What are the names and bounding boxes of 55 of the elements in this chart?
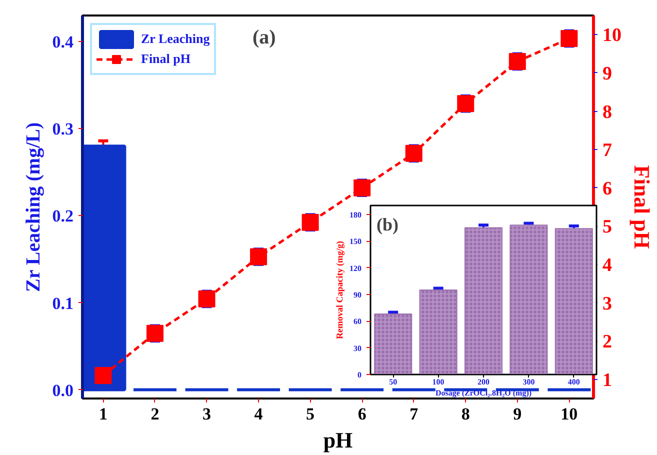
annotation: (b) xyxy=(376,214,399,234)
y-axis-title: Removal Capacity (mg/g) xyxy=(334,241,344,339)
y-tick-label: 0.0 xyxy=(52,380,74,400)
y-tick-label: 90 xyxy=(354,290,362,300)
y2-tick-label: 5 xyxy=(602,216,612,238)
legend-label: Zr Leaching xyxy=(141,31,210,47)
y2-tick-label: 9 xyxy=(602,63,612,84)
x-tick-label: 50 xyxy=(389,378,398,386)
y-tick-label: 0 xyxy=(358,370,362,380)
point xyxy=(354,179,371,196)
y2-tick-label: 10 xyxy=(602,25,622,46)
y2-tick-label: 7 xyxy=(602,140,612,162)
y-tick-label: 120 xyxy=(350,264,362,273)
x-tick-label: 6 xyxy=(358,404,366,424)
y2-axis-title: Final pH xyxy=(630,165,654,249)
y-tick-label: 0.1 xyxy=(52,294,74,313)
y2-tick-label: 3 xyxy=(602,293,612,314)
point xyxy=(198,290,216,308)
y-tick-label: 0.3 xyxy=(52,120,74,139)
point xyxy=(94,367,112,384)
x-tick-label: 200 xyxy=(478,378,490,386)
y2-tick-label: 8 xyxy=(602,102,612,123)
y-tick-label: 60 xyxy=(354,317,362,326)
x-tick-label: 10 xyxy=(560,404,578,424)
point xyxy=(146,324,164,342)
x-tick-label: 8 xyxy=(461,404,470,424)
y-axis-title: Zr Leaching (mg/L) xyxy=(22,122,44,292)
x-tick-label: 300 xyxy=(522,378,535,386)
point xyxy=(405,144,422,162)
x-axis-title: pH xyxy=(323,428,353,452)
x-tick-label: 3 xyxy=(202,404,212,424)
x-tick-label: 100 xyxy=(432,378,444,386)
y-tick-label: 180 xyxy=(350,210,362,220)
point xyxy=(250,248,268,266)
point xyxy=(457,95,474,112)
y-tick-label: 30 xyxy=(354,344,362,353)
y2-tick-label: 2 xyxy=(602,332,612,353)
y-tick-label: 0.2 xyxy=(52,206,74,226)
x-tick-label: 4 xyxy=(254,404,264,424)
x-tick-label: 9 xyxy=(513,404,522,424)
annotation: (a) xyxy=(252,26,276,48)
x-tick-label: 400 xyxy=(568,378,580,386)
y-tick-label: 150 xyxy=(350,237,362,246)
x-tick-label: 2 xyxy=(150,404,160,424)
y2-tick-label: 6 xyxy=(602,178,612,200)
x-tick-label: 1 xyxy=(98,404,108,424)
point xyxy=(508,52,526,70)
legend-label: Final pH xyxy=(141,51,190,67)
point xyxy=(302,214,319,231)
y2-tick-label: 4 xyxy=(602,254,612,276)
x-tick-label: 7 xyxy=(410,404,419,424)
x-tick-label: 5 xyxy=(306,404,315,424)
point xyxy=(560,30,578,47)
y-tick-label: 0.4 xyxy=(52,32,74,52)
x-axis-title: Dosage (ZrOCl₂.8H₂O (mg)) xyxy=(435,388,532,398)
